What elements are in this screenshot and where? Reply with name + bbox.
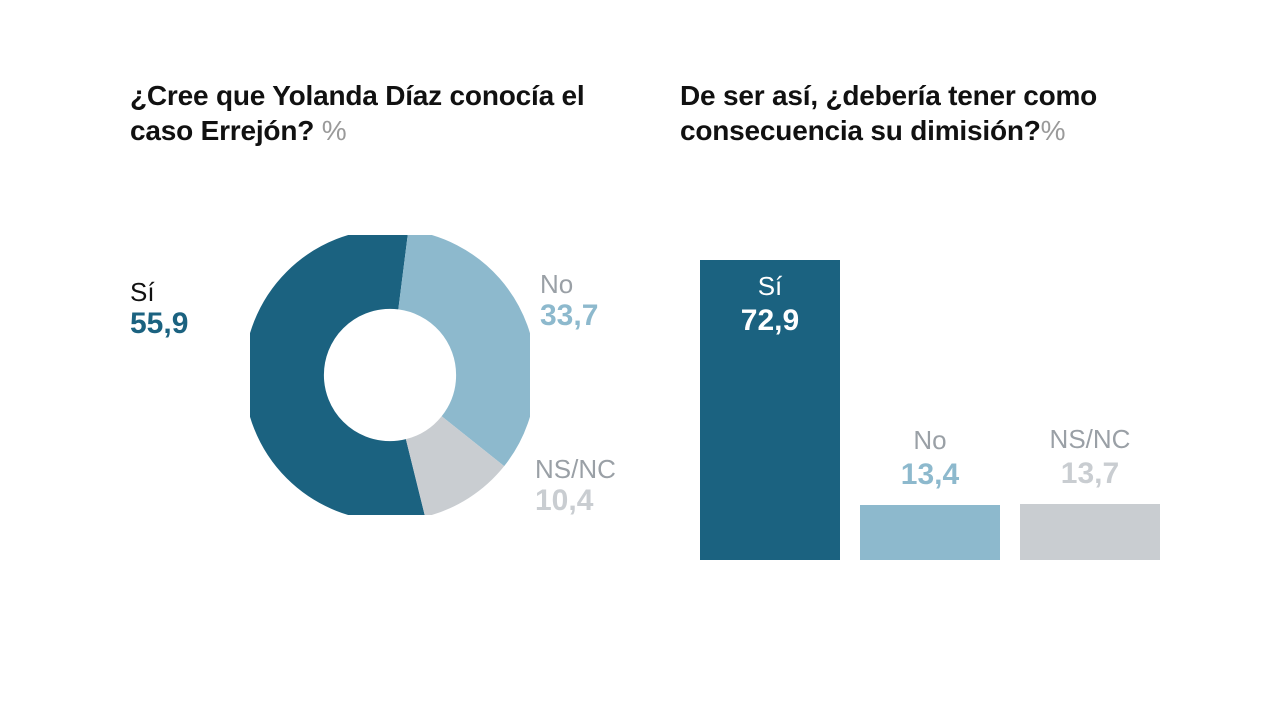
donut-legend-value-nsnc: 10,4 [535,484,616,517]
bar-chart: Sí72,9 No13,4 NS/NC13,7 [700,260,1160,560]
bar-label-si: Sí72,9 [700,272,840,338]
panel-bars: De ser así, ¿debería tener como consecue… [680,78,1180,148]
bar-label-text-nsnc: NS/NC [1050,424,1131,454]
donut-legend-label-nsnc: NS/NC [535,455,616,484]
donut-legend-label-si: Sí [130,278,188,307]
bar-label-text-no: No [913,425,946,455]
bar-label-no: No13,4 [860,426,1000,492]
bar-value-no: 13,4 [860,458,1000,493]
donut-legend-nsnc: NS/NC10,4 [535,455,616,517]
bars-title-text: De ser así, ¿debería tener como consecue… [680,80,1097,146]
bar-no [860,505,1000,560]
donut-title-text: ¿Cree que Yolanda Díaz conocía el caso E… [130,80,585,146]
chart-canvas: ¿Cree que Yolanda Díaz conocía el caso E… [0,0,1280,720]
bar-label-text-si: Sí [758,271,783,301]
bar-label-nsnc: NS/NC13,7 [1020,425,1160,491]
donut-title-pct: % [322,115,347,146]
panel-donut: ¿Cree que Yolanda Díaz conocía el caso E… [130,78,630,148]
donut-legend-no: No33,7 [540,270,598,332]
donut-chart [250,235,530,515]
donut-title: ¿Cree que Yolanda Díaz conocía el caso E… [130,78,630,148]
bar-nsnc [1020,504,1160,560]
donut-hole [355,340,425,410]
bar-value-nsnc: 13,7 [1020,457,1160,492]
donut-legend-value-si: 55,9 [130,307,188,340]
donut-legend-si: Sí55,9 [130,278,188,340]
donut-legend-value-no: 33,7 [540,299,598,332]
donut-legend-label-no: No [540,270,598,299]
bars-title: De ser así, ¿debería tener como consecue… [680,78,1180,148]
bar-value-si: 72,9 [700,304,840,339]
bars-title-pct: % [1041,115,1066,146]
